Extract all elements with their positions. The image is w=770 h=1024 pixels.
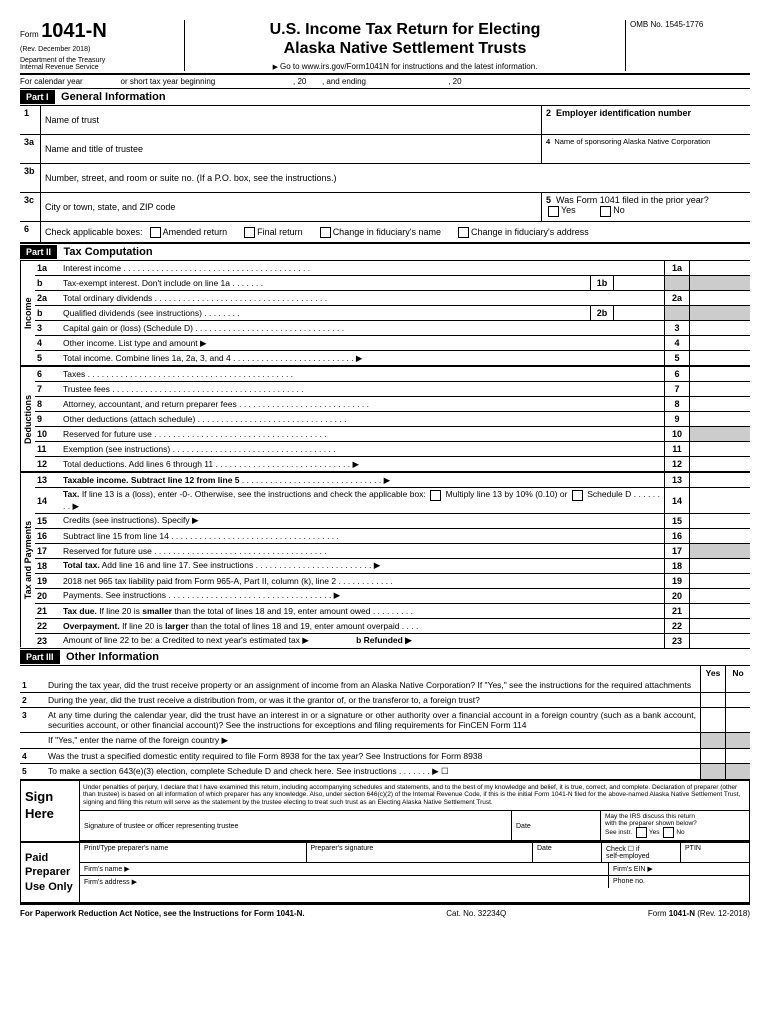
firm-phone[interactable]: Phone no. <box>609 876 749 888</box>
amt-2b[interactable] <box>614 306 664 320</box>
firm-name[interactable]: Firm's name ▶ <box>80 863 609 875</box>
amt-4[interactable] <box>689 336 750 350</box>
amt-22[interactable] <box>689 619 750 633</box>
firm-addr[interactable]: Firm's address ▶ <box>80 876 609 888</box>
preparer-date[interactable]: Date <box>533 843 602 862</box>
amt-11[interactable] <box>689 442 750 456</box>
amt-23[interactable] <box>689 634 750 648</box>
preparer-name[interactable]: Print/Type preparer's name <box>80 843 307 862</box>
amt-1a[interactable] <box>689 261 750 275</box>
sign-here: Sign Here Under penalties of perjury, I … <box>20 779 750 842</box>
amt-7[interactable] <box>689 382 750 396</box>
header-center: U.S. Income Tax Return for ElectingAlask… <box>185 20 625 71</box>
sched-d-checkbox[interactable] <box>572 490 583 501</box>
prior-no-checkbox[interactable] <box>600 206 611 217</box>
part3-header: Part III Other Information <box>20 649 750 666</box>
q4-no[interactable] <box>725 749 750 763</box>
omb: OMB No. 1545-1776 <box>625 20 750 71</box>
paid-preparer: Paid Preparer Use Only Print/Type prepar… <box>20 842 750 903</box>
prior-year-1041: 5 Was Form 1041 filed in the prior year?… <box>542 193 750 221</box>
sponsor-corp[interactable]: 4 Name of sponsoring Alaska Native Corpo… <box>542 135 750 163</box>
p3-yn-header: Yes No <box>20 666 750 678</box>
row-1-2: 1 Name of trust 2 Employer identificatio… <box>20 106 750 135</box>
street-address[interactable]: Number, street, and room or suite no. (I… <box>41 164 750 192</box>
goto-link: Go to www.irs.gov/Form1041N for instruct… <box>193 62 617 71</box>
amt-21[interactable] <box>689 604 750 618</box>
amt-20[interactable] <box>689 589 750 603</box>
prior-yes-checkbox[interactable] <box>548 206 559 217</box>
amt-6[interactable] <box>689 367 750 381</box>
amt-15[interactable] <box>689 514 750 528</box>
ptin[interactable]: PTIN <box>681 843 749 862</box>
q2-yes[interactable] <box>700 693 725 707</box>
row-3a-4: 3a Name and title of trustee 4 Name of s… <box>20 135 750 164</box>
final-checkbox[interactable] <box>244 227 255 238</box>
form-header: Form 1041-N (Rev. December 2018) Departm… <box>20 20 750 75</box>
amt-19[interactable] <box>689 574 750 588</box>
form-page: Form 1041-N (Rev. December 2018) Departm… <box>20 20 750 918</box>
amt-18[interactable] <box>689 559 750 573</box>
mult-10-checkbox[interactable] <box>430 490 441 501</box>
q4-yes[interactable] <box>700 749 725 763</box>
amt-16[interactable] <box>689 529 750 543</box>
amended-checkbox[interactable] <box>150 227 161 238</box>
q3-no[interactable] <box>725 708 750 732</box>
name-of-trust[interactable]: Name of trust <box>41 106 542 134</box>
form-number: 1041-N <box>41 20 107 42</box>
q1-no[interactable] <box>725 678 750 692</box>
trustee-name[interactable]: Name and title of trustee <box>41 135 542 163</box>
preparer-sig[interactable]: Preparer's signature <box>307 843 534 862</box>
fid-addr-checkbox[interactable] <box>458 227 469 238</box>
footer-form: Form 1041-N (Rev. 12-2018) <box>648 909 750 918</box>
ein-field[interactable]: 2 Employer identification number <box>542 106 750 134</box>
amt-1b[interactable] <box>614 276 664 290</box>
form-title: U.S. Income Tax Return for ElectingAlask… <box>193 20 617 58</box>
row-3b: 3b Number, street, and room or suite no.… <box>20 164 750 193</box>
amt-12[interactable] <box>689 457 750 471</box>
q1-yes[interactable] <box>700 678 725 692</box>
footer: For Paperwork Reduction Act Notice, see … <box>20 903 750 918</box>
row-6: 6 Check applicable boxes: Amended return… <box>20 222 750 244</box>
firm-ein[interactable]: Firm's EIN ▶ <box>609 863 749 875</box>
calendar-year-row: For calendar year or short tax year begi… <box>20 75 750 89</box>
sign-date[interactable]: Date <box>512 811 601 840</box>
amt-9[interactable] <box>689 412 750 426</box>
amt-3[interactable] <box>689 321 750 335</box>
discuss-yes-checkbox[interactable] <box>636 827 647 838</box>
row-3c-5: 3c City or town, state, and ZIP code 5 W… <box>20 193 750 222</box>
deductions-section: Deductions 6Taxes . . . . . . . . . . . … <box>20 367 750 473</box>
part2-header: Part II Tax Computation <box>20 244 750 261</box>
city-state-zip[interactable]: City or town, state, and ZIP code <box>41 193 542 221</box>
form-prefix: Form <box>20 30 39 39</box>
fid-name-checkbox[interactable] <box>320 227 331 238</box>
tax-payments-section: Tax and Payments 13Taxable income. Subtr… <box>20 473 750 648</box>
amt-13[interactable] <box>689 473 750 487</box>
amt-2a[interactable] <box>689 291 750 305</box>
amt-8[interactable] <box>689 397 750 411</box>
dept: Department of the TreasuryInternal Reven… <box>20 57 180 71</box>
q2-no[interactable] <box>725 693 750 707</box>
trustee-signature[interactable]: Signature of trustee or officer represen… <box>80 811 512 840</box>
amt-14[interactable] <box>689 488 750 512</box>
discuss-box: May the IRS discuss this return with the… <box>601 811 749 840</box>
income-section: Income 1aInterest income . . . . . . . .… <box>20 261 750 367</box>
amt-5[interactable] <box>689 351 750 365</box>
revision: (Rev. December 2018) <box>20 46 90 53</box>
header-left: Form 1041-N (Rev. December 2018) Departm… <box>20 20 185 71</box>
q3-yes[interactable] <box>700 708 725 732</box>
self-emp: Check ☐ ifself-employed <box>602 843 681 862</box>
discuss-no-checkbox[interactable] <box>663 827 674 838</box>
part1-header: Part I General Information <box>20 89 750 106</box>
